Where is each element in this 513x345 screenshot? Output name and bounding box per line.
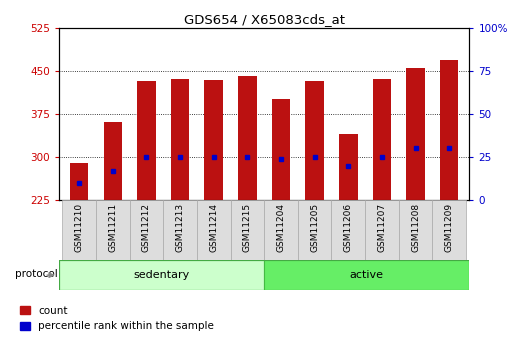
Bar <box>238 77 256 200</box>
Bar <box>339 134 358 200</box>
FancyBboxPatch shape <box>264 200 298 260</box>
Bar <box>70 163 88 200</box>
FancyBboxPatch shape <box>399 200 432 260</box>
Bar <box>406 68 425 200</box>
Title: GDS654 / X65083cds_at: GDS654 / X65083cds_at <box>184 13 345 27</box>
Text: GSM11206: GSM11206 <box>344 203 353 252</box>
Bar <box>305 81 324 200</box>
FancyBboxPatch shape <box>432 200 466 260</box>
Text: GSM11205: GSM11205 <box>310 203 319 252</box>
FancyBboxPatch shape <box>264 260 469 290</box>
Text: GSM11210: GSM11210 <box>75 203 84 252</box>
Bar <box>205 80 223 200</box>
Text: GSM11208: GSM11208 <box>411 203 420 252</box>
Text: GSM11211: GSM11211 <box>108 203 117 252</box>
FancyBboxPatch shape <box>197 200 230 260</box>
Text: GSM11209: GSM11209 <box>445 203 453 252</box>
FancyBboxPatch shape <box>230 200 264 260</box>
FancyBboxPatch shape <box>130 200 163 260</box>
Text: GSM11204: GSM11204 <box>277 203 286 252</box>
Text: GSM11212: GSM11212 <box>142 203 151 252</box>
Bar <box>137 81 156 200</box>
Text: protocol: protocol <box>15 269 57 279</box>
FancyBboxPatch shape <box>163 200 197 260</box>
Text: sedentary: sedentary <box>133 270 190 280</box>
Text: GSM11215: GSM11215 <box>243 203 252 252</box>
FancyBboxPatch shape <box>298 200 331 260</box>
Bar <box>104 122 122 200</box>
Bar <box>440 60 459 200</box>
Text: GSM11207: GSM11207 <box>378 203 386 252</box>
FancyBboxPatch shape <box>59 260 264 290</box>
FancyBboxPatch shape <box>365 200 399 260</box>
FancyBboxPatch shape <box>96 200 130 260</box>
FancyBboxPatch shape <box>331 200 365 260</box>
Bar <box>372 79 391 200</box>
Text: active: active <box>350 270 384 280</box>
Bar <box>171 79 189 200</box>
FancyBboxPatch shape <box>63 200 96 260</box>
Text: GSM11214: GSM11214 <box>209 203 218 252</box>
Bar <box>272 99 290 200</box>
Text: GSM11213: GSM11213 <box>175 203 185 252</box>
Legend: count, percentile rank within the sample: count, percentile rank within the sample <box>15 302 219 335</box>
